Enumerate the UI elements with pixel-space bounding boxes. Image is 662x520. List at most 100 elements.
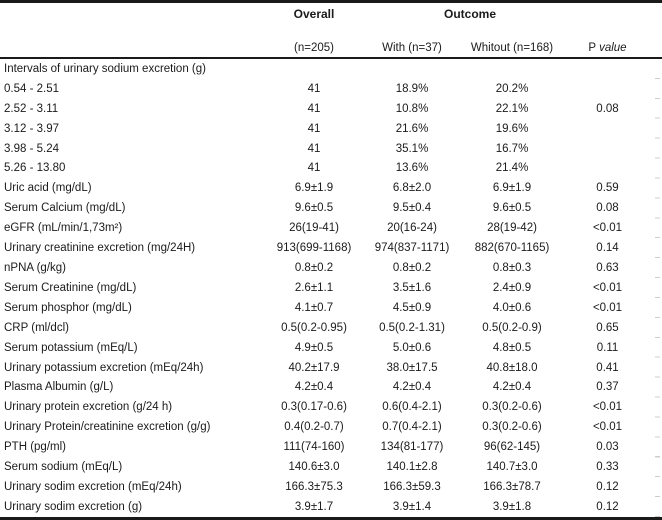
cell-without: 28(19-42) — [487, 222, 537, 235]
cell-p-value: 0.08 — [596, 202, 619, 215]
table-row: Urinary potassium excretion (mEq/24h) 40.… — [0, 358, 662, 378]
table-row: 0.54 - 2.51 41 18.9% 20.2% — [0, 79, 662, 99]
cell-overall: 166.3±75.3 — [285, 480, 343, 493]
table-top-rule — [0, 0, 662, 3]
cell-overall: 26(19-41) — [289, 222, 339, 235]
cell-without: 0.5(0.2-0.9) — [482, 321, 542, 334]
cell-with: 5.0±0.6 — [392, 341, 432, 354]
cell-with: 134(81-177) — [380, 441, 444, 454]
cell-with: 10.8% — [395, 102, 429, 115]
table-row: 3.98 - 5.24 41 35.1% 16.7% — [0, 139, 662, 159]
cell-p-value: 0.65 — [596, 321, 619, 334]
row-label: CRP (ml/dcl) — [4, 321, 69, 334]
cell-overall: 2.6±1.1 — [294, 281, 334, 294]
header-row-groups: Overall Outcome — [0, 7, 662, 21]
table-body: Intervals of urinary sodium excretion (g… — [0, 59, 662, 517]
cell-overall: 140.6±3.0 — [288, 461, 340, 474]
cell-with: 140.1±2.8 — [386, 461, 438, 474]
row-label: Intervals of urinary sodium excretion (g… — [4, 62, 206, 75]
cell-p-value: 0.08 — [596, 102, 619, 115]
cell-p-value: 0.14 — [596, 242, 619, 255]
table-row: 2.52 - 3.11 41 10.8% 22.1% 0.08 — [0, 99, 662, 119]
row-label: Plasma Albumin (g/L) — [4, 381, 114, 394]
cell-without: 16.7% — [495, 142, 529, 155]
table-row: Urinary creatinine excretion (mg/24H) 913… — [0, 238, 662, 258]
cell-with: 9.5±0.4 — [392, 202, 432, 215]
gridline-ticks — [655, 59, 660, 517]
cell-with: 4.5±0.9 — [392, 301, 432, 314]
cell-overall: 4.1±0.7 — [294, 301, 334, 314]
table-row: Urinary sodim excretion (mEq/24h) 166.3±7… — [0, 477, 662, 497]
cell-overall: 4.2±0.4 — [294, 381, 334, 394]
p-label: P — [588, 42, 597, 54]
cell-p-value: 0.37 — [596, 381, 619, 394]
cell-without: 3.9±1.8 — [492, 500, 532, 513]
cell-with: 18.9% — [395, 82, 429, 95]
row-label: PTH (pg/ml) — [4, 441, 66, 454]
cell-without: 2.4±0.9 — [492, 281, 532, 294]
cell-with: 3.5±1.6 — [392, 281, 432, 294]
row-label: Uric acid (mg/dL) — [4, 182, 92, 195]
cell-with: 6.8±2.0 — [392, 182, 432, 195]
row-label: eGFR (mL/min/1,73m²) — [4, 222, 123, 235]
cell-p-value: 0.12 — [596, 500, 619, 513]
cell-overall: 41 — [307, 122, 321, 135]
cell-with: 13.6% — [395, 162, 429, 175]
cell-overall: 111(74-160) — [283, 441, 345, 454]
cell-without: 9.6±0.5 — [492, 202, 532, 215]
cell-without: 0.3(0.2-0.6) — [482, 401, 542, 414]
table-row: eGFR (mL/min/1,73m²) 26(19-41) 20(16-24) 28… — [0, 218, 662, 238]
header-without-group: Whitout (n=168) — [470, 42, 554, 54]
cell-overall: 3.9±1.7 — [294, 500, 334, 513]
cell-without: 6.9±1.9 — [492, 182, 532, 195]
row-label: 5.26 - 13.80 — [4, 162, 66, 175]
cell-overall: 40.2±17.9 — [288, 361, 340, 374]
cell-p-value: 0.11 — [596, 341, 619, 354]
row-label: 0.54 - 2.51 — [4, 82, 59, 95]
cell-with: 4.2±0.4 — [392, 381, 432, 394]
row-label: Urinary Protein/creatinine excretion (g/… — [4, 421, 211, 434]
cell-overall: 913(699-1168) — [276, 242, 352, 255]
cell-p-value: 0.59 — [596, 182, 619, 195]
row-label: 3.98 - 5.24 — [4, 142, 59, 155]
cell-without: 0.3(0.2-0.6) — [482, 421, 542, 434]
table-row: PTH (pg/ml) 111(74-160) 134(81-177) 96(62-1… — [0, 437, 662, 457]
cell-without: 0.8±0.3 — [492, 262, 532, 275]
cell-p-value: <0.01 — [592, 222, 623, 235]
header-outcome: Outcome — [443, 7, 496, 21]
cell-without: 20.2% — [495, 82, 529, 95]
cell-overall: 9.6±0.5 — [294, 202, 334, 215]
cell-without: 22.1% — [495, 102, 529, 115]
row-label: Urinary sodim excretion (mEq/24h) — [4, 480, 182, 493]
cell-with: 974(837-1171) — [374, 242, 450, 255]
cell-overall: 41 — [307, 82, 321, 95]
p-value-label: value — [599, 42, 627, 54]
cell-without: 4.2±0.4 — [492, 381, 532, 394]
row-label: Urinary protein excretion (g/24 h) — [4, 401, 173, 414]
cell-without: 4.0±0.6 — [492, 301, 532, 314]
cell-without: 96(62-145) — [483, 441, 541, 454]
cell-overall: 0.3(0.17-0.6) — [281, 401, 347, 414]
cell-with: 3.9±1.4 — [392, 500, 432, 513]
cell-with: 35.1% — [395, 142, 429, 155]
cell-without: 19.6% — [495, 122, 529, 135]
cell-without: 140.7±3.0 — [486, 461, 538, 474]
row-label: nPNA (g/kg) — [4, 262, 66, 275]
table-row: CRP (ml/dcl) 0.5(0.2-0.95) 0.5(0.2-1.31) 0.… — [0, 318, 662, 338]
cell-without: 882(670-1165) — [474, 242, 550, 255]
cell-with: 38.0±17.5 — [386, 361, 438, 374]
table-row: Urinary Protein/creatinine excretion (g/… — [0, 417, 662, 437]
table-row: Urinary protein excretion (g/24 h) 0.3(0.… — [0, 397, 662, 417]
row-label: Serum phosphor (mg/dL) — [4, 301, 132, 314]
table-row: Serum sodium (mEq/L) 140.6±3.0 140.1±2.8 14… — [0, 457, 662, 477]
cell-without: 166.3±78.7 — [483, 480, 541, 493]
cell-p-value: <0.01 — [592, 421, 623, 434]
cell-p-value: 0.33 — [596, 461, 619, 474]
table-row: Serum Creatinine (mg/dL) 2.6±1.1 3.5±1.6 2.… — [0, 278, 662, 298]
header-with-group: With (n=37) — [382, 42, 442, 54]
table-bottom-rule — [0, 517, 662, 520]
cell-p-value: 0.41 — [596, 361, 619, 374]
